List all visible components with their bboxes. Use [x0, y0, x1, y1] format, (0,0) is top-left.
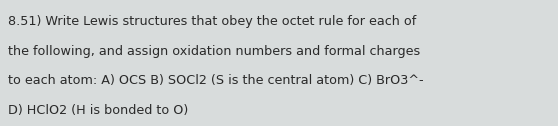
Text: the following, and assign oxidation numbers and formal charges: the following, and assign oxidation numb…: [8, 45, 421, 58]
Text: D) HClO2 (H is bonded to O): D) HClO2 (H is bonded to O): [8, 104, 189, 117]
Text: 8.51) Write Lewis structures that obey the octet rule for each of: 8.51) Write Lewis structures that obey t…: [8, 15, 417, 28]
Text: to each atom: A) OCS B) SOCl2 (S is the central atom) C) BrO3^-: to each atom: A) OCS B) SOCl2 (S is the …: [8, 74, 424, 87]
